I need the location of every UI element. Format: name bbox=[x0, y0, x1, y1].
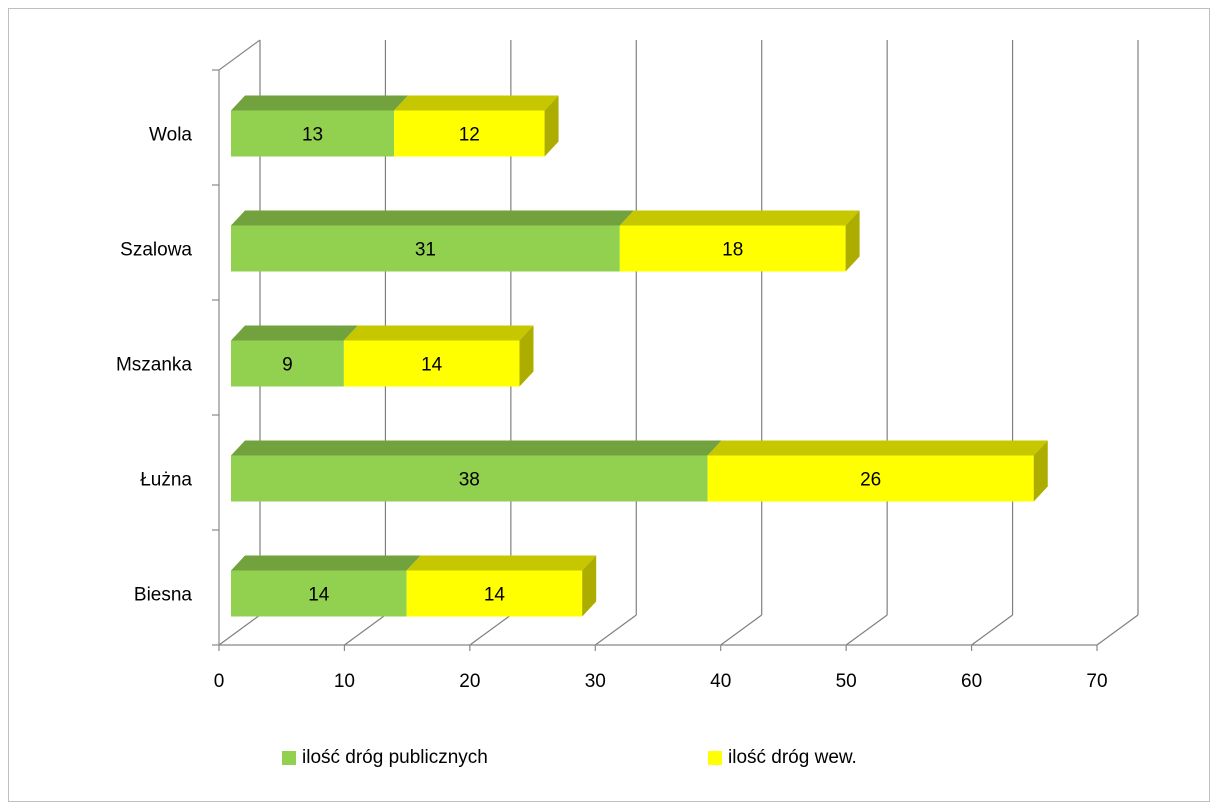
data-label: 26 bbox=[860, 470, 881, 491]
data-label: 12 bbox=[459, 125, 480, 146]
y-axis-top-edge bbox=[218, 39, 261, 71]
bar-segment bbox=[231, 340, 344, 387]
data-label: 31 bbox=[415, 240, 436, 261]
bar-segment bbox=[231, 110, 395, 157]
gridline-floor bbox=[218, 614, 261, 646]
bar-segment bbox=[231, 225, 620, 272]
gridline-floor bbox=[344, 614, 386, 646]
bar-segment bbox=[343, 340, 520, 387]
category-label: Łużna bbox=[140, 470, 192, 491]
bar-top-face bbox=[231, 555, 421, 571]
bar-top-face bbox=[343, 325, 534, 341]
legend-label-internal-roads: ilość dróg wew. bbox=[728, 747, 857, 768]
bars bbox=[231, 95, 1048, 617]
data-label: 9 bbox=[282, 355, 293, 376]
data-label: 18 bbox=[722, 240, 743, 261]
bar-side-face bbox=[1033, 440, 1048, 502]
bar-top-face bbox=[231, 325, 358, 341]
bar-top-face bbox=[231, 95, 409, 111]
legend-swatch-internal-roads bbox=[708, 751, 722, 765]
category-label: Wola bbox=[149, 125, 192, 146]
bar-top-face bbox=[394, 95, 559, 111]
legend-item-internal-roads: ilość dróg wew. bbox=[708, 747, 857, 769]
bar-segment bbox=[406, 570, 583, 617]
data-label: 14 bbox=[421, 355, 443, 376]
x-tick-label: 70 bbox=[1086, 671, 1107, 692]
bar-segment bbox=[394, 110, 545, 157]
data-label: 13 bbox=[302, 125, 323, 146]
axes bbox=[212, 39, 1098, 651]
labels: 0 10 20 30 40 50 60 70 14 14 Biesna 38 26 Łużna 9 14 Msz… bbox=[116, 125, 1108, 693]
legend-label-public-roads: ilość dróg publicznych bbox=[302, 747, 488, 768]
bar-top-face bbox=[619, 210, 860, 226]
x-tick-label: 0 bbox=[214, 671, 225, 692]
gridline-floor bbox=[720, 614, 763, 646]
legend-swatch-public-roads bbox=[282, 751, 296, 765]
data-label: 38 bbox=[459, 470, 480, 491]
bar-side-face bbox=[544, 95, 559, 157]
category-label: Biesna bbox=[134, 585, 193, 606]
data-label: 14 bbox=[484, 585, 506, 606]
x-tick-label: 60 bbox=[961, 671, 982, 692]
x-tick-label: 30 bbox=[585, 671, 606, 692]
bar-top-face bbox=[231, 440, 722, 456]
bar-top-face bbox=[707, 440, 1048, 456]
bar-side-face bbox=[519, 325, 534, 387]
bar-top-face bbox=[406, 555, 597, 571]
gridline-floor bbox=[971, 614, 1013, 646]
bar-segment bbox=[619, 225, 846, 272]
bar-segment bbox=[231, 455, 708, 502]
bar-side-face bbox=[845, 210, 860, 272]
gridline-floor bbox=[1096, 614, 1139, 646]
category-label: Szalowa bbox=[120, 240, 192, 261]
x-tick-label: 40 bbox=[710, 671, 731, 692]
x-tick-label: 50 bbox=[836, 671, 857, 692]
chart-frame bbox=[8, 8, 1210, 802]
bar-segment bbox=[231, 570, 407, 617]
bar-side-face bbox=[582, 555, 597, 617]
gridline-floor bbox=[594, 614, 637, 646]
gridline-floor bbox=[469, 614, 512, 646]
x-tick-label: 20 bbox=[459, 671, 480, 692]
bar-segment bbox=[707, 455, 1034, 502]
x-tick-label: 10 bbox=[334, 671, 355, 692]
gridline-floor bbox=[845, 614, 888, 646]
data-label: 14 bbox=[308, 585, 330, 606]
bar-top-face bbox=[231, 210, 634, 226]
legend-item-public-roads: ilość dróg publicznych bbox=[282, 747, 488, 769]
category-label: Mszanka bbox=[116, 355, 192, 376]
